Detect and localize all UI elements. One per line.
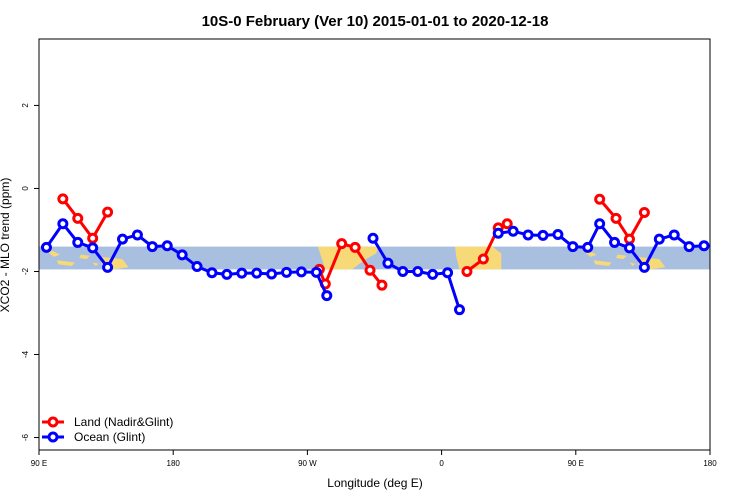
data-point (442, 267, 454, 279)
chart-title: 10S-0 February (Ver 10) 2015-01-01 to 20… (202, 13, 549, 30)
y-tick-label: 0 (21, 186, 30, 191)
data-point (427, 268, 439, 280)
data-point (537, 229, 549, 241)
x-axis: 90 E 180 90 W 0 90 E 180 (31, 450, 717, 468)
data-point (412, 265, 424, 277)
x-tick-label: 0 (439, 459, 444, 468)
land-timor-0 (92, 262, 99, 266)
y-tick-label: -6 (21, 433, 30, 441)
legend: Land (Nadir&Glint) Ocean (Glint) (42, 415, 173, 444)
data-point (206, 267, 218, 279)
y-tick-label: -4 (21, 350, 30, 358)
data-point (131, 229, 143, 241)
data-point (501, 218, 513, 230)
data-point (623, 233, 635, 245)
data-point (102, 261, 114, 273)
data-point (57, 193, 69, 205)
data-point (552, 229, 564, 241)
series-line (598, 198, 646, 241)
data-point (507, 225, 519, 237)
data-point (236, 267, 248, 279)
data-point (638, 207, 650, 219)
data-point (623, 242, 635, 254)
x-tick-label: 90 E (568, 459, 584, 468)
legend-item-ocean: Ocean (Glint) (42, 430, 145, 444)
data-point (251, 267, 263, 279)
data-point (376, 279, 388, 291)
data-point (668, 229, 680, 241)
data-point (349, 241, 361, 253)
data-point (610, 212, 622, 224)
legend-item-land: Land (Nadir&Glint) (42, 415, 173, 429)
data-point (57, 218, 69, 230)
map-band (39, 246, 710, 270)
y-tick-label: 2 (21, 103, 30, 108)
plot-area (40, 193, 710, 316)
data-point (87, 242, 99, 254)
data-point (191, 261, 203, 273)
data-point (161, 240, 173, 252)
data-point (397, 265, 409, 277)
series-ocean (40, 218, 710, 316)
x-tick-label: 180 (703, 459, 717, 468)
data-point (310, 266, 322, 278)
x-tick-label: 90 W (298, 459, 317, 468)
data-point (492, 227, 504, 239)
data-point (453, 304, 465, 316)
land-timor-1 (629, 262, 636, 266)
data-point (72, 236, 84, 248)
data-point (594, 218, 606, 230)
data-point (522, 229, 534, 241)
data-point (146, 241, 158, 253)
data-point (367, 232, 379, 244)
data-point (295, 266, 307, 278)
data-point (176, 249, 188, 261)
series-line (61, 197, 109, 240)
x-tick-label: 90 E (31, 459, 47, 468)
legend-land-marker (47, 416, 59, 428)
legend-ocean-label: Ocean (Glint) (74, 430, 145, 444)
data-point (266, 268, 278, 280)
data-point (72, 212, 84, 224)
data-point (638, 261, 650, 273)
data-point (321, 290, 333, 302)
y-axis: 2 0 -2 -4 -6 (21, 103, 39, 441)
y-axis-label: XCO2 - MLO trend (ppm) (0, 178, 12, 313)
data-point (364, 264, 376, 276)
data-point (594, 193, 606, 205)
data-point (461, 265, 473, 277)
data-point (40, 241, 52, 253)
x-axis-label: Longitude (deg E) (327, 476, 422, 490)
ocean-band (39, 246, 710, 270)
y-tick-label: -2 (21, 267, 30, 275)
data-point (102, 206, 114, 218)
data-point (117, 233, 129, 245)
plot-frame (38, 38, 711, 451)
land-sulawesi-1 (616, 254, 627, 260)
data-point (477, 253, 489, 265)
legend-ocean-marker (47, 431, 59, 443)
x-tick-label: 180 (167, 459, 181, 468)
data-point (336, 238, 348, 250)
land-sulawesi-0 (79, 254, 90, 260)
legend-land-label: Land (Nadir&Glint) (74, 415, 173, 429)
data-point (609, 236, 621, 248)
land-java-0 (56, 260, 75, 266)
data-point (653, 233, 665, 245)
data-point (567, 241, 579, 253)
data-point (382, 257, 394, 269)
land-java-1 (593, 260, 612, 266)
data-point (698, 240, 710, 252)
data-point (582, 241, 594, 253)
data-point (87, 232, 99, 244)
data-point (683, 241, 695, 253)
data-point (221, 268, 233, 280)
data-point (281, 266, 293, 278)
